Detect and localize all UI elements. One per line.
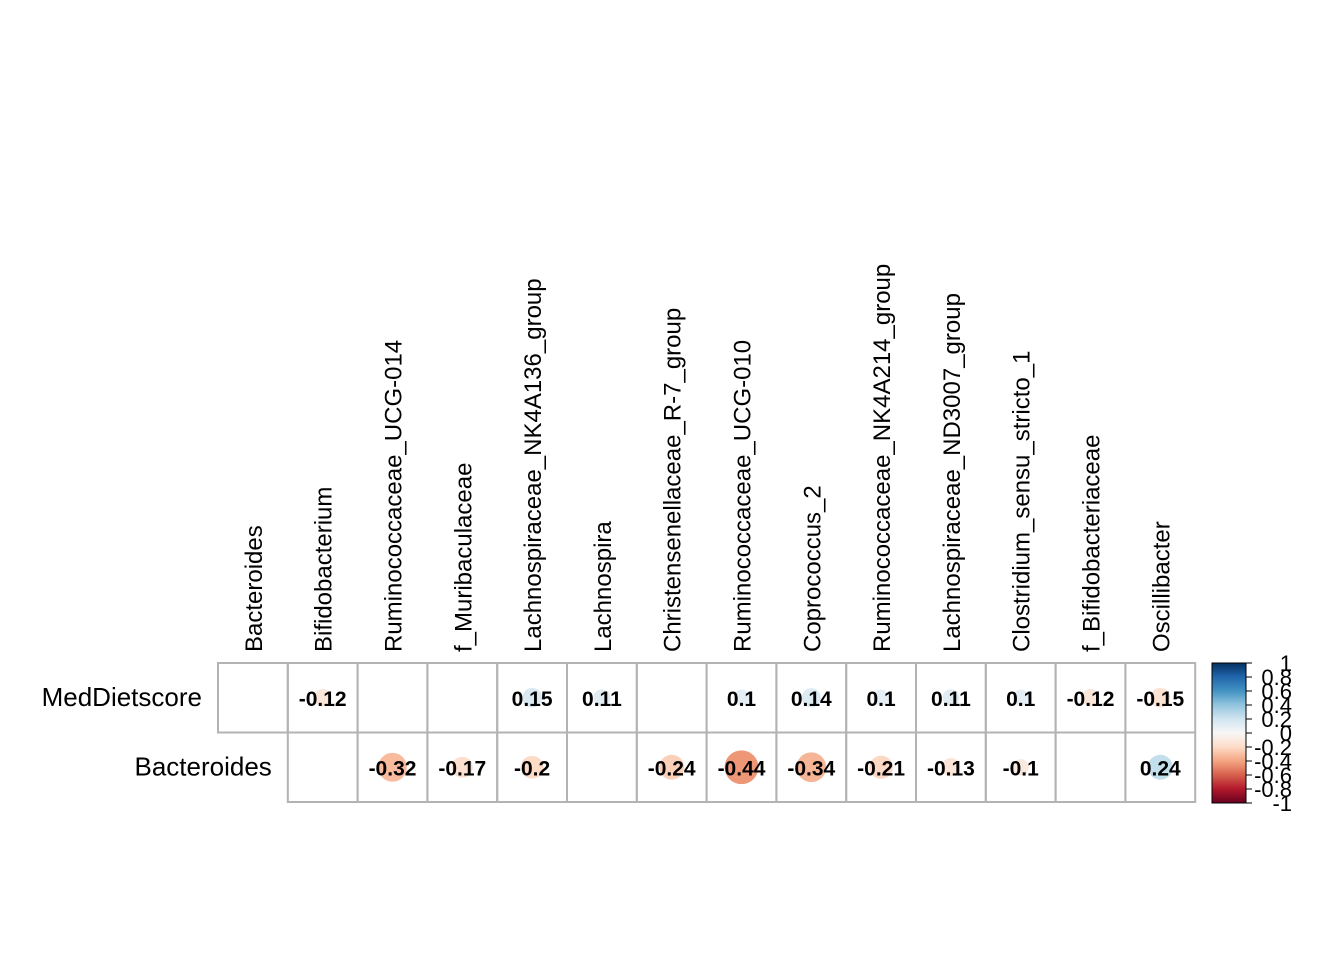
column-label: Bifidobacterium	[311, 487, 338, 652]
correlation-circle	[873, 689, 890, 706]
correlation-value-label: 0.1	[1006, 688, 1036, 711]
legend-tick-label: 1	[1280, 651, 1292, 676]
correlation-value-label: 0.14	[791, 688, 832, 711]
column-label: Christensenellaceae_R-7_group	[660, 308, 687, 652]
color-legend: 10.80.60.40.20-0.2-0.4-0.6-0.8-1	[1211, 651, 1292, 816]
grid-cell	[356, 662, 429, 734]
legend-tick-label: 0.8	[1261, 665, 1292, 690]
cell-grid	[217, 662, 1197, 803]
correlation-value-label: -0.1	[1003, 757, 1040, 780]
value-labels: -0.12 0.15 0.11 0.1 0.14 0.1 0.11 0.1 -0.12 -0.15…	[299, 688, 1185, 781]
correlation-circle	[313, 688, 332, 707]
correlation-value-label: -0.15	[1136, 688, 1184, 711]
legend-color-bar	[1211, 662, 1247, 804]
correlation-value-label: 0.24	[1140, 757, 1181, 780]
correlation-circle	[869, 755, 893, 779]
column-label: Ruminococcaceae_UCG-014	[381, 340, 408, 652]
correlation-value-label: -0.21	[857, 757, 905, 780]
correlation-value-label: -0.32	[369, 757, 417, 780]
column-label: Coprococcus_2	[799, 485, 826, 652]
correlation-circle	[593, 689, 611, 707]
correlation-value-label: -0.24	[648, 757, 696, 780]
grid-cell	[635, 662, 708, 734]
grid-cell	[286, 731, 359, 803]
column-label: Lachnospira	[590, 521, 617, 652]
grid-cell	[1124, 731, 1197, 803]
column-labels: Bacteroides Bifidobacterium Ruminococcacea…	[241, 264, 1175, 652]
column-label: Ruminococcaceae_UCG-010	[730, 340, 757, 652]
correlation-circle	[378, 752, 407, 782]
correlation-value-label: -0.13	[927, 757, 975, 780]
correlation-circle	[659, 754, 685, 780]
correlation-value-label: 0.11	[582, 688, 622, 711]
correlation-value-label: -0.12	[1067, 688, 1115, 711]
column-label: f_Muribaculaceae	[450, 463, 477, 652]
correlation-circle	[942, 689, 960, 707]
correlation-value-label: 0.1	[727, 688, 757, 711]
correlation-circle	[1150, 687, 1171, 708]
legend-tick-label: 0.6	[1261, 679, 1292, 704]
legend-tick-label: -0.6	[1254, 763, 1292, 788]
row-label: Bacteroides	[134, 751, 271, 781]
column-label: f_Bifidobacteriaceae	[1079, 435, 1106, 652]
grid-cell	[426, 662, 499, 734]
correlation-circle	[801, 688, 821, 708]
legend-tick-label: 0.2	[1261, 707, 1292, 732]
correlation-circles	[313, 687, 1173, 785]
legend-tick-label: -0.2	[1254, 735, 1292, 760]
correlation-value-label: -0.17	[438, 757, 486, 780]
row-label: MedDietscore	[42, 682, 202, 712]
grid-cell	[217, 662, 289, 734]
column-label: Lachnospiraceae_ND3007_group	[939, 293, 966, 652]
legend-tick-label: 0	[1280, 721, 1292, 746]
correlation-value-label: 0.11	[931, 688, 971, 711]
correlation-circle	[796, 752, 827, 783]
correlation-value-label: -0.2	[514, 757, 550, 780]
correlation-circle	[733, 689, 750, 706]
column-label: Ruminococcaceae_NK4A214_group	[869, 264, 896, 652]
correlation-value-label: -0.44	[718, 757, 766, 780]
legend-tick-label: 0.4	[1261, 693, 1292, 718]
correlation-circle	[522, 687, 542, 708]
legend-tick-label: -0.4	[1254, 749, 1292, 774]
correlation-circle	[451, 756, 473, 778]
correlation-circle	[941, 758, 961, 777]
column-label: Bacteroides	[241, 525, 268, 652]
legend-tick-label: -1	[1272, 791, 1292, 816]
column-label: Lachnospiraceae_NK4A136_group	[520, 278, 547, 652]
correlation-value-label: -0.12	[299, 688, 347, 711]
row-labels: MedDietscore Bacteroides	[42, 682, 272, 782]
column-label: Oscillibacter	[1148, 521, 1175, 652]
correlation-circle	[1012, 759, 1029, 776]
correlation-value-label: 0.15	[512, 688, 553, 711]
correlation-circle	[724, 750, 759, 785]
correlation-circle	[1012, 689, 1029, 706]
correlation-value-label: -0.34	[787, 757, 835, 780]
grid-cell	[1054, 731, 1127, 803]
column-label: Clostridium_sensu_stricto_1	[1009, 351, 1036, 652]
grid-cell	[566, 731, 638, 803]
correlation-circle	[1081, 688, 1100, 707]
legend-tick-label: -0.8	[1254, 777, 1292, 802]
correlation-circle	[1147, 754, 1173, 780]
correlation-circle	[520, 755, 544, 779]
correlation-value-label: 0.1	[866, 688, 896, 711]
